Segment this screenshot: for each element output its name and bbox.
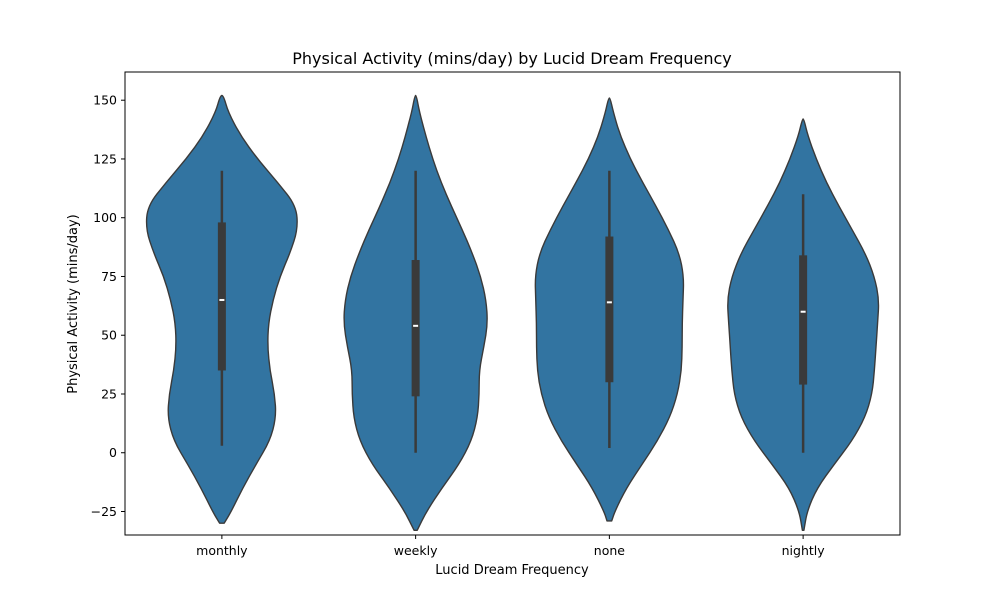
y-tick-label: 75 [101,269,117,284]
y-tick-label: −25 [91,504,117,519]
x-tick-label: nightly [782,543,826,558]
y-tick-label: 125 [93,151,117,166]
plot-frame [124,71,901,536]
x-tick-label: none [594,543,625,558]
iqr-box-nightly [799,255,808,385]
y-tick-label: 50 [101,328,117,343]
iqr-box-monthly [217,222,226,371]
chart-title: Physical Activity (mins/day) by Lucid Dr… [292,49,731,68]
iqr-box-weekly [411,260,420,397]
x-tick-label: monthly [196,543,248,558]
y-axis-label: Physical Activity (mins/day) [66,214,81,394]
x-axis: monthly weekly none nightly [196,535,825,558]
x-axis-label: Lucid Dream Frequency [435,563,589,578]
iqr-box-none [605,236,614,383]
y-tick-label: 0 [109,445,117,460]
y-tick-label: 25 [101,386,117,401]
violins-group [145,94,880,531]
y-axis: −25 0 25 50 75 100 125 150 [91,93,125,519]
y-tick-label: 100 [93,210,117,225]
x-tick-label: weekly [394,543,438,558]
y-tick-label: 150 [93,93,117,108]
